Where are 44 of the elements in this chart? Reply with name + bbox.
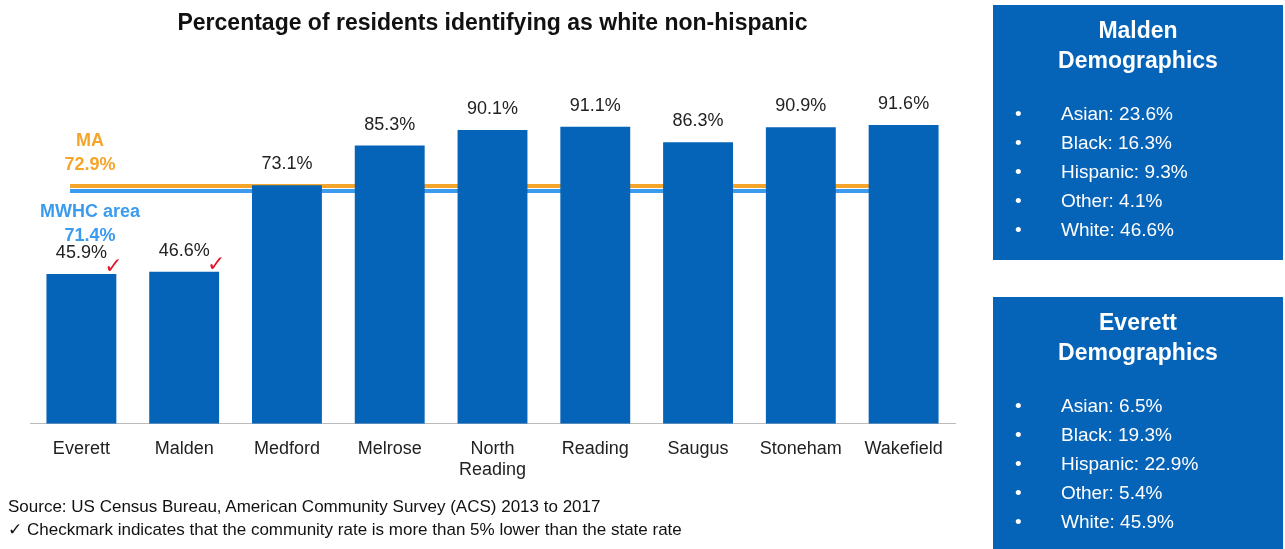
x-tick-label: Melrose <box>357 437 422 458</box>
data-label: 91.6% <box>878 92 930 113</box>
bar <box>149 271 220 424</box>
data-label: 73.1% <box>261 153 313 174</box>
data-label: 86.3% <box>672 110 724 131</box>
x-tick-label: Everett <box>52 437 110 458</box>
data-label: 90.9% <box>775 95 827 116</box>
text: Malden Demographics <box>1057 16 1219 75</box>
text: • Black: 16.3% <box>1015 132 1172 153</box>
text: • Black: 19.3% <box>1015 424 1172 445</box>
data-label: 46.6% <box>158 239 210 260</box>
x-tick-label: Reading <box>561 437 629 458</box>
ref-line-label: MWHC area 71.4% <box>39 200 141 245</box>
data-label: 90.1% <box>466 97 519 118</box>
bar <box>765 127 836 424</box>
x-tick-label: Saugus <box>667 437 729 458</box>
source-note: Source: US Census Bureau, American Community Survey (ACS) 2013 to 2017 <box>8 496 602 518</box>
text: • White: 46.6% <box>1015 219 1174 240</box>
bar <box>663 142 733 424</box>
text: • Other: 4.1% <box>1015 190 1163 211</box>
text: • White: 45.9% <box>1015 511 1174 532</box>
chart-title: Percentage of residents identifying as white non-hispanic <box>177 9 808 36</box>
data-label: 91.1% <box>569 94 621 115</box>
text: Everett Demographics <box>1057 308 1219 367</box>
text: • Hispanic: 22.9% <box>1015 453 1199 474</box>
x-tick-label: North Reading <box>458 437 527 480</box>
bar <box>868 125 939 424</box>
x-tick-label: Stoneham <box>759 437 842 458</box>
text: ✓ Checkmark indicates that the community rate is more than 5% lower than the state rate <box>8 519 683 541</box>
text: • Hispanic: 9.3% <box>1015 161 1188 182</box>
bar <box>46 274 117 424</box>
text: • Other: 5.4% <box>1015 482 1163 503</box>
x-tick-label: Medford <box>253 437 320 458</box>
bar <box>354 145 425 424</box>
x-tick-label: Malden <box>154 437 214 458</box>
ref-line-label: MA 72.9% <box>64 129 116 174</box>
x-tick-label: Wakefield <box>864 437 943 458</box>
bar <box>457 129 528 424</box>
text: • Asian: 23.6% <box>1015 103 1173 124</box>
bar <box>560 126 631 424</box>
bar <box>252 185 322 424</box>
data-label: 85.3% <box>364 113 416 134</box>
text: • Asian: 6.5% <box>1015 395 1163 416</box>
data-label: 45.9% <box>55 242 107 263</box>
